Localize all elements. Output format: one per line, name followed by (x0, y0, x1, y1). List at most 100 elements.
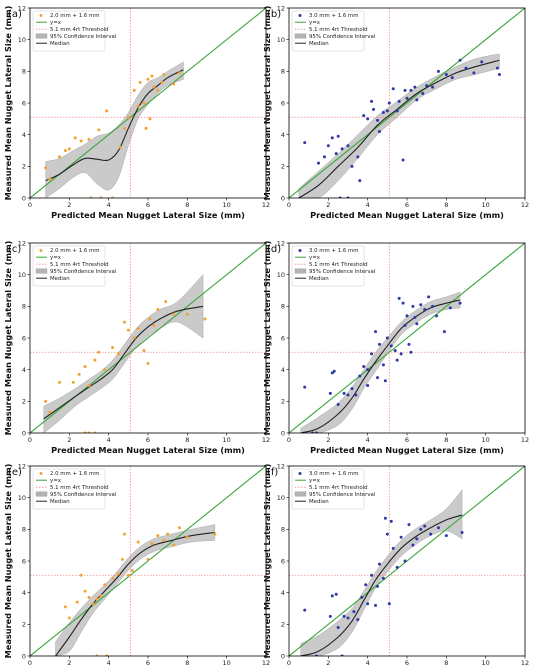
panel-label: (c) (8, 244, 21, 255)
y-tick-label: 0 (281, 429, 285, 437)
x-tick-label: 12 (521, 436, 529, 444)
data-point (156, 534, 160, 538)
data-point (164, 300, 168, 304)
identity-line (30, 8, 266, 198)
data-point (415, 537, 419, 541)
data-point (415, 322, 419, 326)
median-line (45, 69, 184, 182)
y-tick-label: 4 (281, 131, 285, 139)
data-point (497, 73, 501, 76)
data-point (334, 152, 338, 156)
data-point (136, 104, 140, 108)
data-point (177, 526, 181, 530)
data-point (132, 88, 136, 92)
y-tick-label: 10 (18, 494, 26, 502)
legend-box (291, 245, 365, 287)
legend-marker-points (298, 14, 302, 17)
data-point (87, 384, 91, 387)
data-point (44, 166, 48, 170)
y-tick-label: 4 (22, 366, 26, 374)
data-point (103, 368, 107, 372)
x-tick-label: 10 (223, 659, 231, 667)
data-point (185, 312, 189, 316)
identity-line (289, 466, 525, 656)
data-point (495, 66, 499, 70)
data-point (122, 320, 126, 324)
legend: 2.0 mm + 1.6 mmy=x5.1 mm 4rt Threshold95… (32, 10, 116, 52)
data-point (126, 328, 130, 332)
data-point (150, 542, 154, 546)
data-point (322, 155, 326, 159)
x-tick-label: 8 (185, 201, 189, 209)
data-point (381, 576, 385, 580)
x-tick-label: 2 (326, 659, 330, 667)
x-tick-label: 6 (146, 201, 150, 209)
x-tick-label: 6 (405, 659, 409, 667)
data-point (458, 301, 462, 305)
data-point (354, 393, 358, 397)
data-point (138, 80, 142, 84)
data-point (395, 565, 399, 569)
data-point (411, 543, 415, 547)
data-point (126, 115, 130, 119)
x-axis-label: Predicted Mean Nugget Lateral Size (mm) (310, 210, 504, 220)
data-point (334, 592, 338, 596)
y-tick-label: 10 (18, 271, 26, 279)
data-point (328, 614, 332, 618)
median-line (298, 59, 500, 198)
legend-label-series: 2.0 mm + 1.6 mm (50, 248, 100, 254)
legend-label-median: Median (309, 499, 329, 505)
x-tick-label: 12 (262, 436, 270, 444)
data-point (415, 98, 419, 102)
data-point (472, 71, 476, 75)
legend-label-ci: 95% Confidence Interval (50, 269, 116, 275)
legend-marker-points (298, 472, 302, 475)
y-tick-label: 4 (281, 589, 285, 597)
panel-label: (d) (267, 244, 281, 255)
data-point (395, 358, 399, 362)
legend-label-identity: y=x (50, 255, 62, 261)
data-point (411, 304, 415, 308)
data-point (389, 344, 393, 348)
data-point (63, 605, 67, 609)
data-point (356, 155, 360, 159)
data-point (395, 109, 399, 113)
legend-label-ci: 95% Confidence Interval (309, 34, 375, 40)
y-tick-label: 0 (22, 194, 26, 202)
legend-label-series: 2.0 mm + 1.6 mm (50, 471, 100, 477)
y-tick-label: 10 (18, 36, 26, 44)
data-point (303, 141, 307, 145)
x-tick-label: 0 (28, 201, 32, 209)
data-point (350, 387, 354, 391)
data-point (464, 66, 468, 70)
y-tick-label: 2 (22, 163, 26, 171)
data-point (399, 352, 403, 356)
data-point (413, 85, 417, 89)
y-tick-label: 4 (22, 131, 26, 139)
data-point (132, 336, 136, 340)
x-axis-label: Predicted Mean Nugget Lateral Size (mm) (51, 445, 245, 455)
x-tick-label: 12 (521, 201, 529, 209)
data-point (391, 87, 395, 91)
plot-area (289, 466, 525, 656)
legend-label-threshold: 5.1 mm 4rt Threshold (309, 262, 368, 268)
data-point (409, 88, 413, 92)
data-point (144, 126, 148, 130)
y-tick-label: 0 (22, 429, 26, 437)
data-point (405, 96, 409, 100)
data-point (352, 610, 356, 614)
data-point (409, 350, 413, 354)
data-point (142, 101, 146, 105)
legend: 3.0 mm + 1.6 mmy=x5.1 mm 4rt Threshold95… (291, 245, 375, 287)
data-point (73, 136, 77, 140)
data-point (401, 301, 405, 305)
y-tick-label: 6 (281, 99, 285, 107)
panel-label: (e) (8, 467, 22, 478)
data-point (117, 352, 120, 356)
data-point (303, 385, 307, 389)
x-tick-label: 2 (326, 436, 330, 444)
x-tick-label: 2 (67, 201, 71, 209)
data-point (142, 349, 146, 353)
panel-label: (b) (267, 9, 281, 20)
data-point (162, 73, 166, 76)
